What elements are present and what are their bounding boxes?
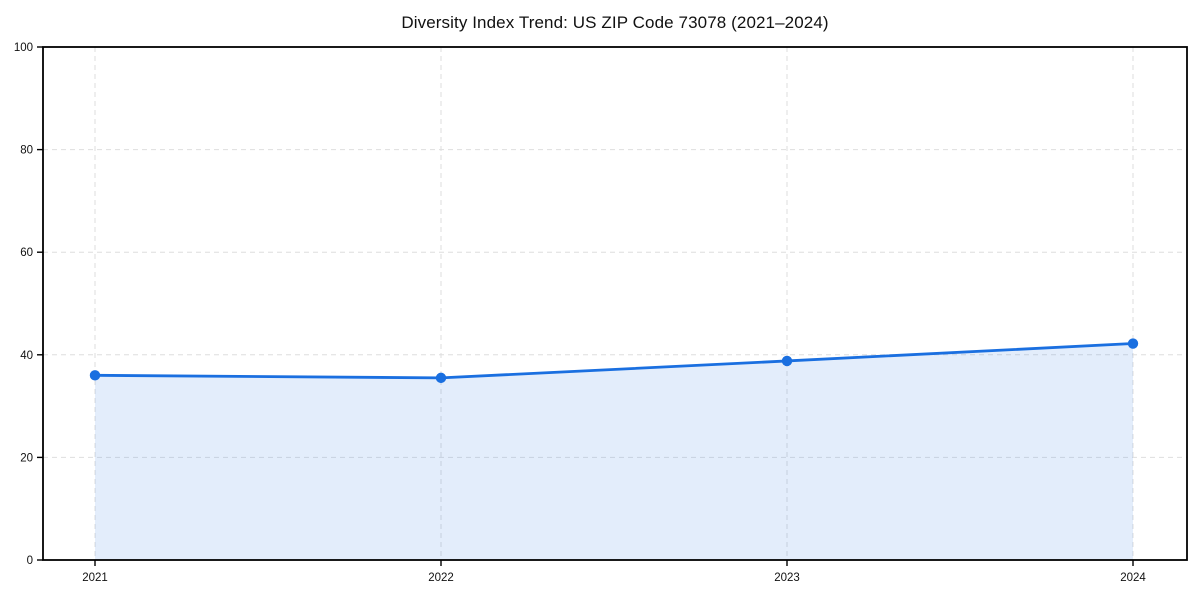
data-point-2023: [781, 355, 793, 367]
chart-title: Diversity Index Trend: US ZIP Code 73078…: [401, 13, 829, 32]
data-point-2024: [1127, 338, 1139, 349]
x-axis-tick-label-2022: 2022: [428, 572, 454, 584]
y-axis-tick-label-80: 80: [20, 145, 33, 157]
x-axis-tick-label-2021: 2021: [82, 572, 108, 584]
x-axis-tick-label-2023: 2023: [774, 572, 800, 584]
plot-border: [42, 46, 1188, 561]
data-point-2021: [89, 370, 101, 381]
data-point-2022: [435, 372, 447, 384]
y-axis-tick-label-40: 40: [20, 350, 33, 362]
trend-line: [93, 342, 1135, 380]
y-axis-tick-label-100: 100: [14, 42, 33, 54]
trend-area-fill: [95, 343, 1133, 560]
y-axis-tick-label-0: 0: [27, 555, 33, 567]
x-axis-tick-label-2024: 2024: [1120, 572, 1146, 584]
y-axis-tick-label-60: 60: [20, 247, 33, 259]
y-axis-tick-label-20: 20: [20, 452, 33, 464]
